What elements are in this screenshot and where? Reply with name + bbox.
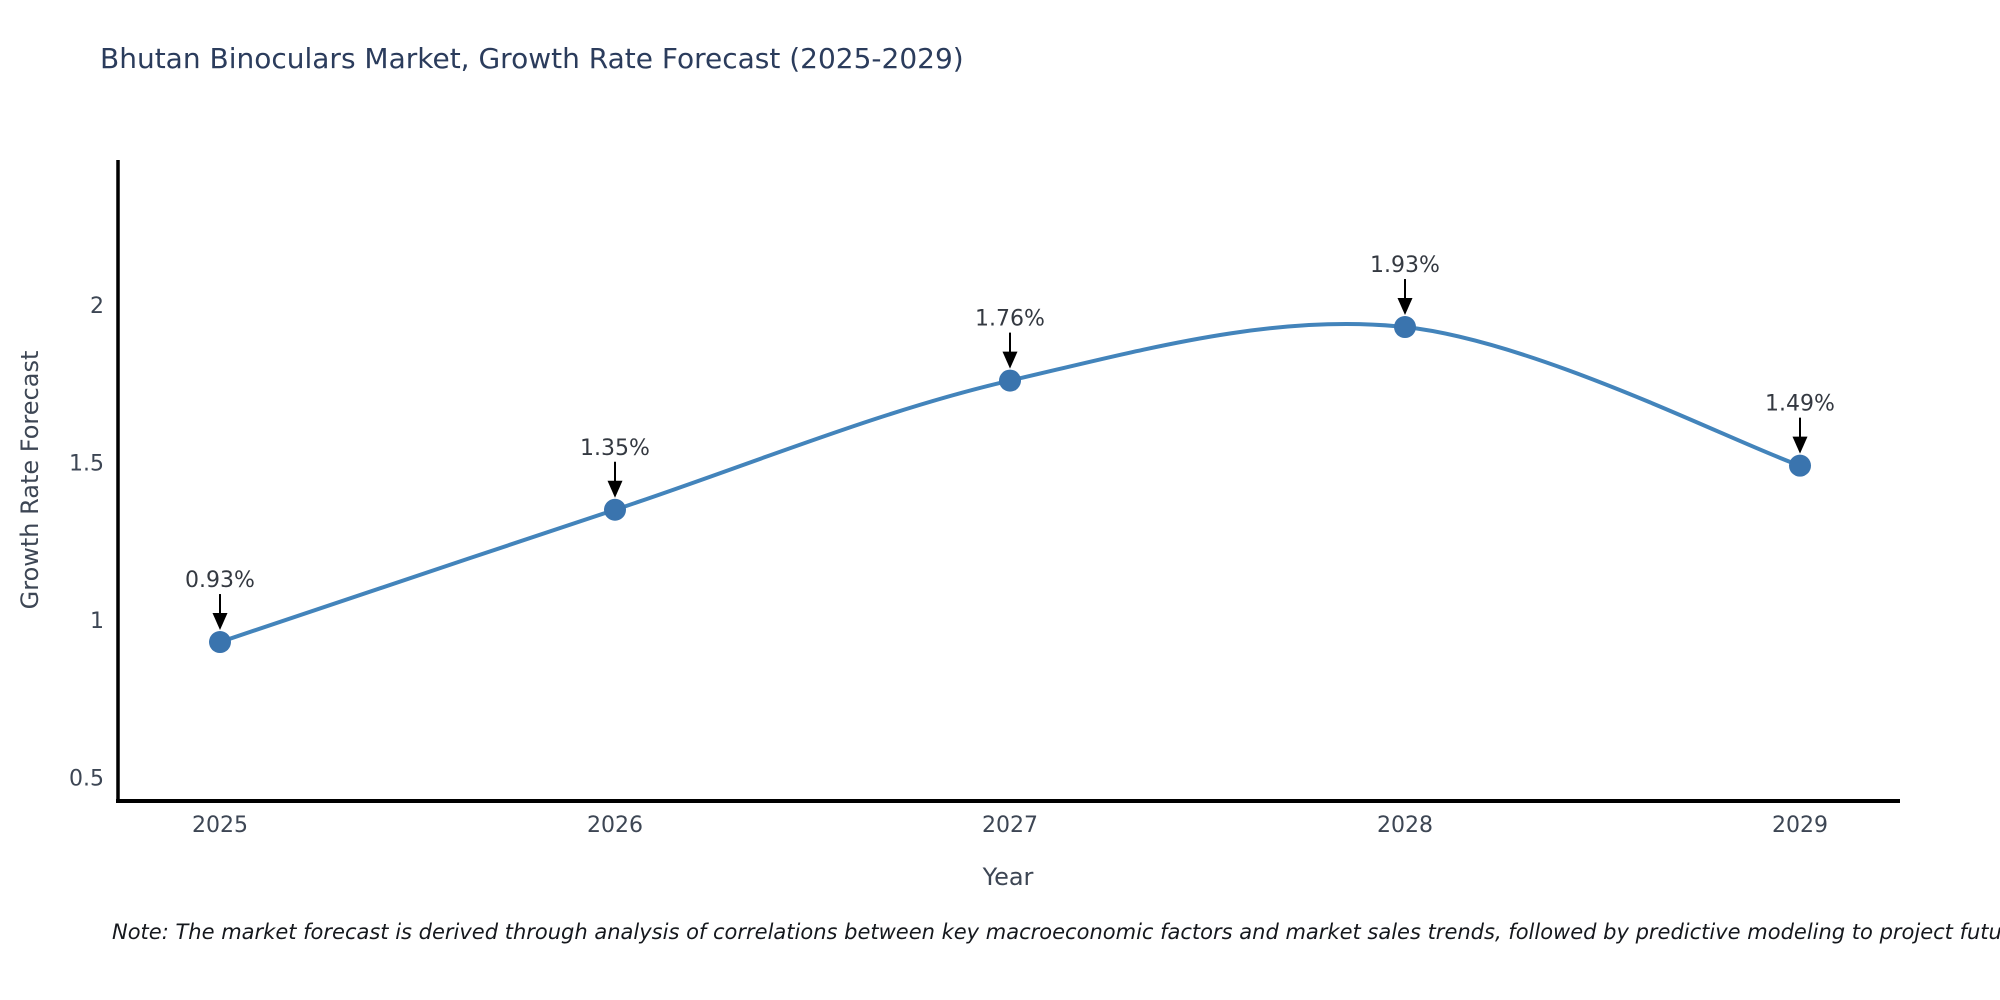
annotation-arrowhead-icon [607,480,623,498]
annotation-arrowhead-icon [1397,298,1413,316]
data-point-marker [604,498,626,521]
x-tick-label: 2029 [1772,813,1828,838]
point-value-label: 1.49% [1765,392,1835,417]
data-point-marker [209,631,231,654]
point-annotation: 1.35% [580,436,650,498]
point-value-label: 1.35% [580,436,650,461]
footnote: Note: The market forecast is derived thr… [112,920,2000,944]
point-value-label: 1.93% [1370,253,1440,278]
y-tick-label: 2 [90,294,104,319]
point-value-label: 0.93% [185,568,255,593]
annotation-arrowhead-icon [212,613,228,631]
data-point-marker [1789,454,1811,477]
y-tick-label: 1 [90,609,104,634]
x-tick-label: 2027 [982,813,1038,838]
y-tick-label: 1.5 [69,452,104,477]
annotation-arrowhead-icon [1002,351,1018,369]
x-tick-label: 2026 [587,813,643,838]
x-tick-label: 2025 [192,813,248,838]
point-value-label: 1.76% [975,307,1045,332]
point-annotation: 1.93% [1370,253,1440,316]
data-point-marker [1394,316,1416,339]
x-tick-label: 2028 [1377,813,1433,838]
data-point-marker [999,369,1021,392]
x-axis-title: Year [982,863,1034,891]
point-annotation: 1.49% [1765,392,1835,454]
point-annotation: 0.93% [185,568,255,631]
y-tick-label: 0.5 [69,767,104,792]
point-annotation: 1.76% [975,307,1045,369]
annotation-arrowhead-icon [1792,436,1808,454]
chart-title: Bhutan Binoculars Market, Growth Rate Fo… [100,42,964,75]
